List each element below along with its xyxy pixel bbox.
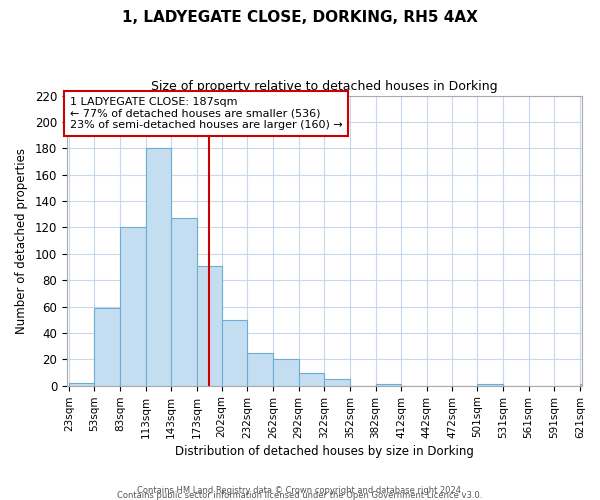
Bar — [247, 352, 273, 386]
Bar — [299, 372, 324, 386]
Text: 1 LADYEGATE CLOSE: 187sqm
← 77% of detached houses are smaller (536)
23% of semi: 1 LADYEGATE CLOSE: 187sqm ← 77% of detac… — [70, 97, 343, 130]
Bar — [273, 360, 299, 386]
X-axis label: Distribution of detached houses by size in Dorking: Distribution of detached houses by size … — [175, 444, 474, 458]
Title: Size of property relative to detached houses in Dorking: Size of property relative to detached ho… — [151, 80, 497, 93]
Bar — [94, 308, 120, 386]
Y-axis label: Number of detached properties: Number of detached properties — [15, 148, 28, 334]
Text: Contains HM Land Registry data © Crown copyright and database right 2024.: Contains HM Land Registry data © Crown c… — [137, 486, 463, 495]
Bar — [324, 379, 350, 386]
Bar — [120, 228, 146, 386]
Bar — [477, 384, 503, 386]
Bar — [172, 218, 197, 386]
Bar — [580, 384, 600, 386]
Bar — [376, 384, 401, 386]
Bar — [69, 383, 94, 386]
Text: 1, LADYEGATE CLOSE, DORKING, RH5 4AX: 1, LADYEGATE CLOSE, DORKING, RH5 4AX — [122, 10, 478, 25]
Bar — [146, 148, 172, 386]
Bar — [222, 320, 247, 386]
Text: Contains public sector information licensed under the Open Government Licence v3: Contains public sector information licen… — [118, 491, 482, 500]
Bar — [197, 266, 222, 386]
